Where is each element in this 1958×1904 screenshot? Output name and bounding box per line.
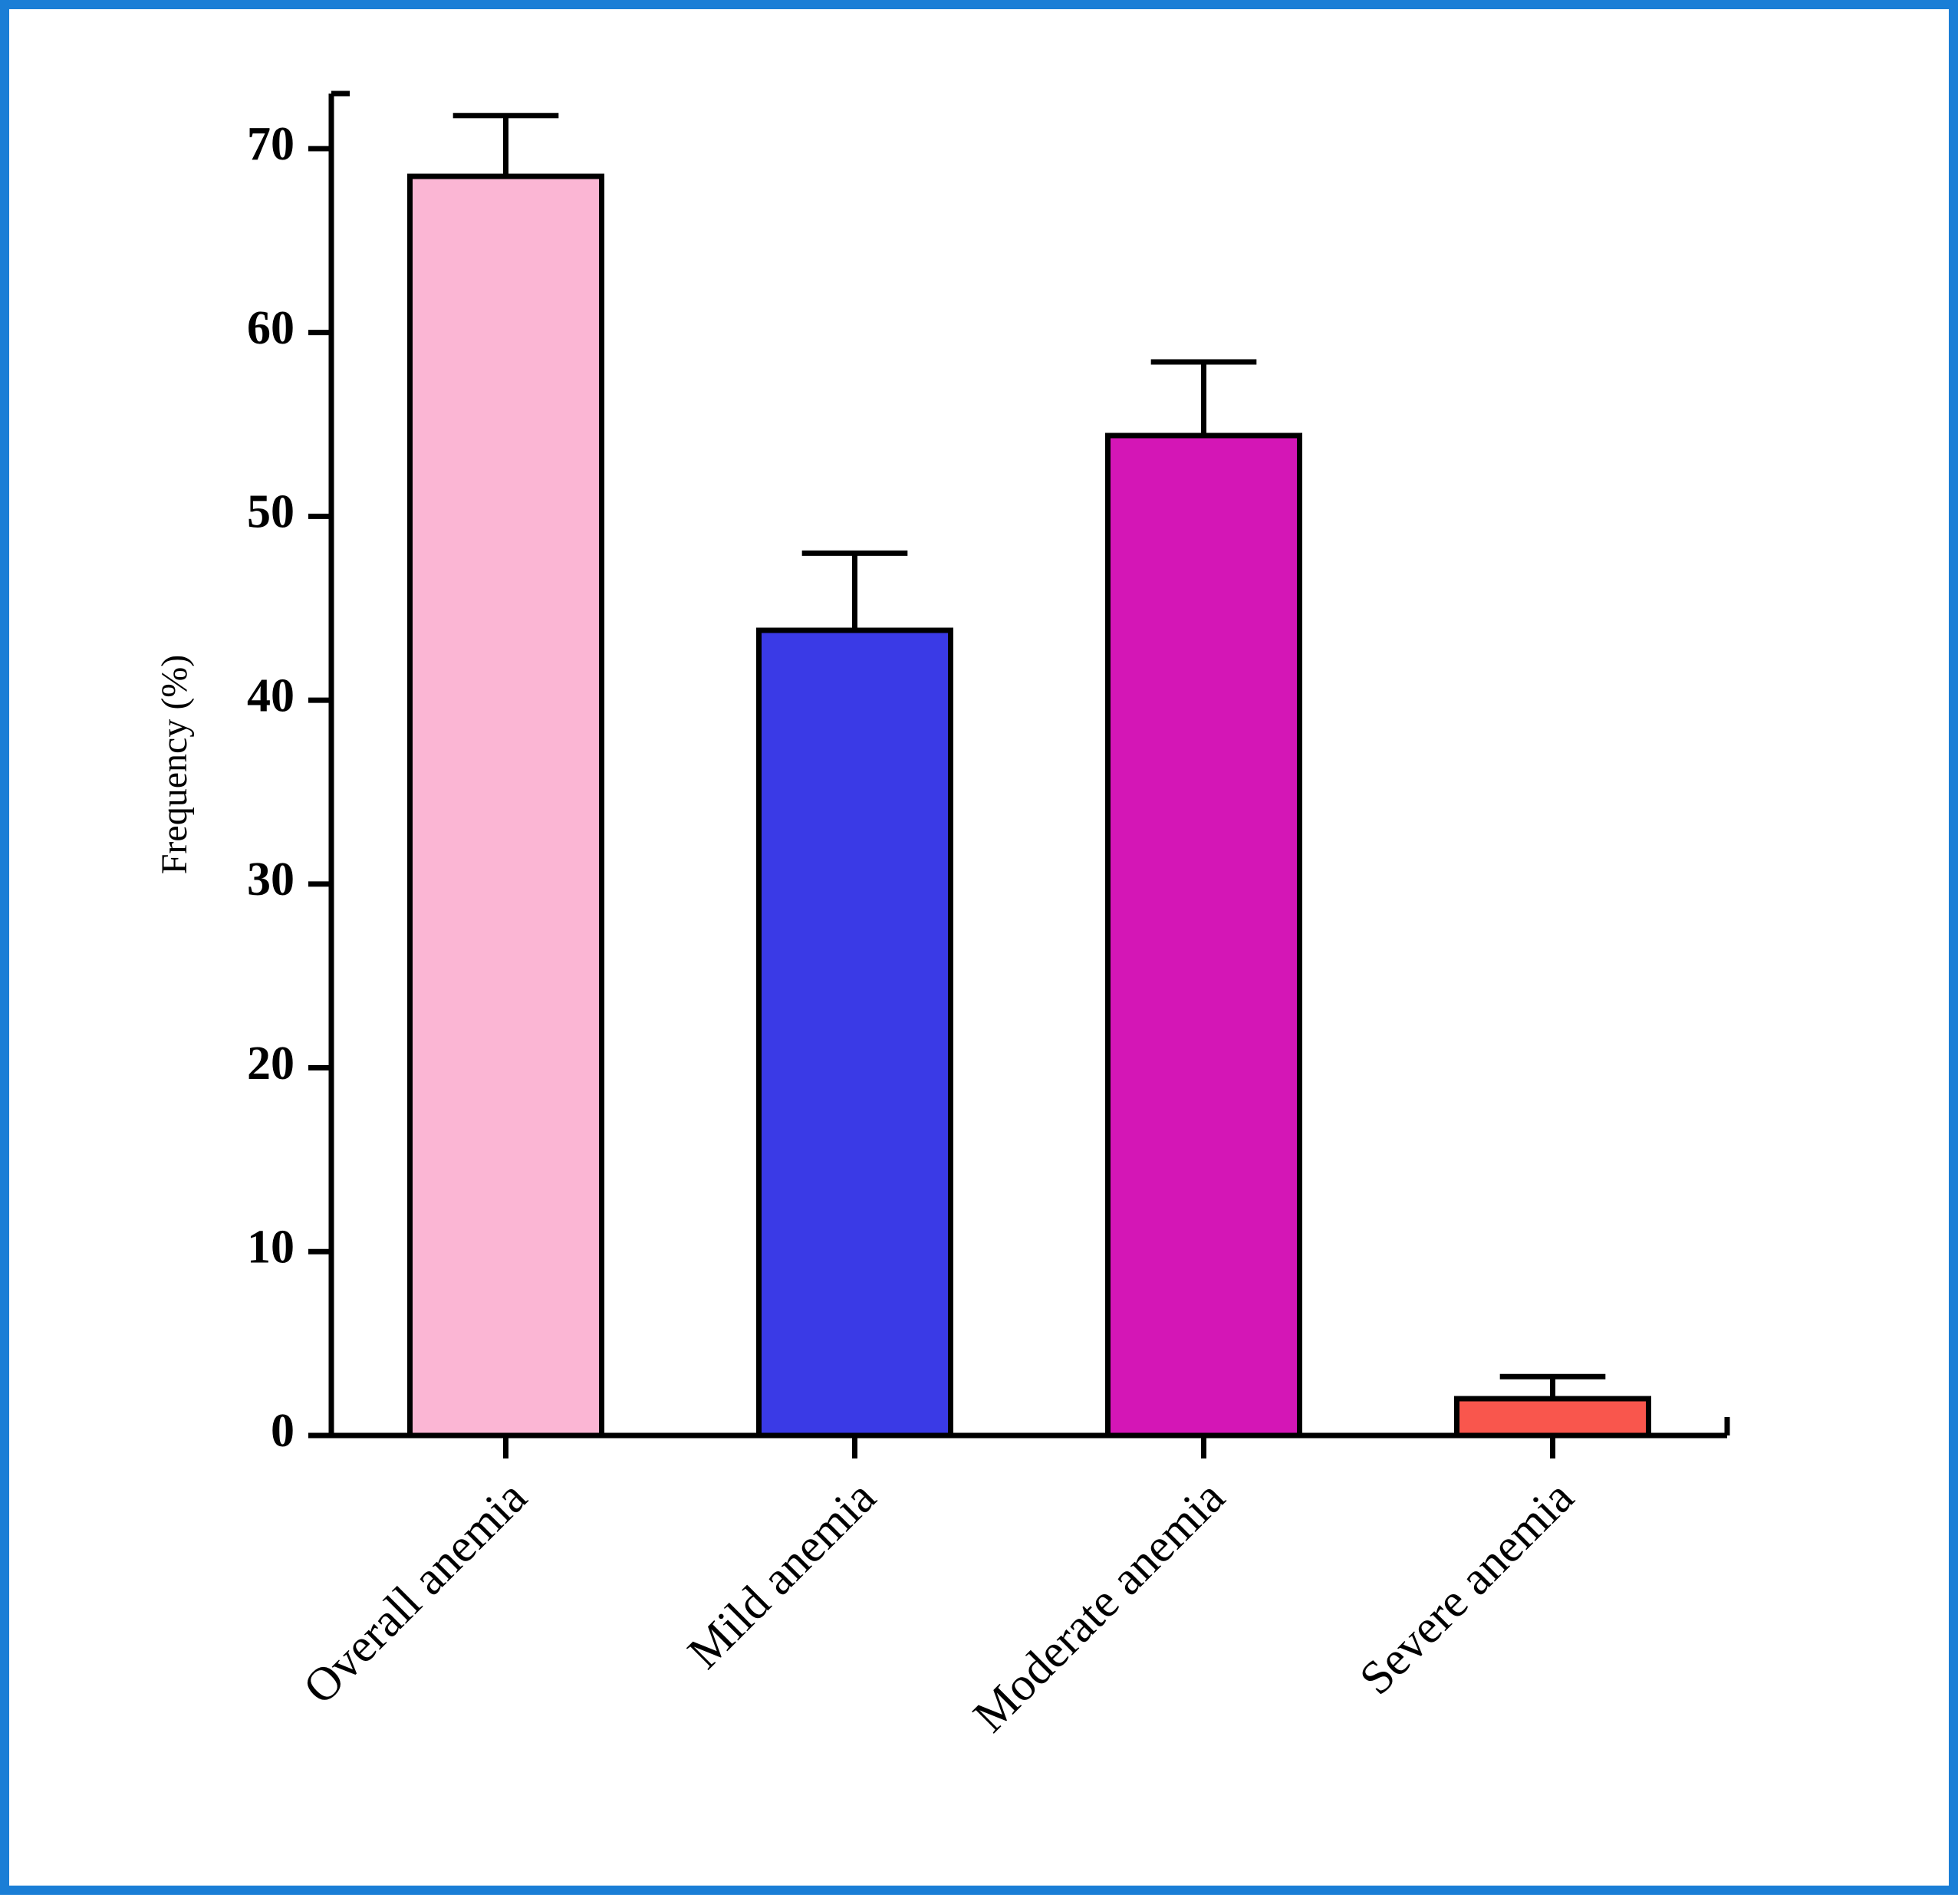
y-tick-label-1: 10: [247, 1222, 295, 1274]
y-tick-label-4: 40: [247, 669, 295, 722]
y-tick-label-7: 70: [247, 118, 295, 170]
y-tick-label-3: 30: [247, 853, 295, 906]
y-tick-label-5: 50: [247, 486, 295, 538]
x-category-label-2: Moderate anemia: [963, 1471, 1235, 1742]
bar-0: [410, 176, 601, 1435]
bar-1: [759, 630, 950, 1435]
y-axis-label: Frequency (%): [154, 655, 195, 875]
chart-outer-frame: 0 10 20 30 40 50 60 70 Frequency (%) Overall anem…: [0, 0, 1958, 1895]
y-tick-label-6: 60: [247, 302, 295, 354]
x-category-label-3: Severe anemia: [1350, 1471, 1584, 1705]
y-tick-label-0: 0: [271, 1405, 295, 1457]
x-category-label-1: Mild anemia: [678, 1471, 886, 1679]
bar-3: [1456, 1399, 1648, 1435]
x-category-label-0: Overall anemia: [294, 1471, 537, 1714]
bar-chart-svg: 0 10 20 30 40 50 60 70 Frequency (%) Overall anem…: [9, 9, 1958, 1904]
y-tick-label-2: 20: [247, 1037, 295, 1090]
bar-2: [1107, 436, 1299, 1435]
chart-area: 0 10 20 30 40 50 60 70 Frequency (%) Overall anem…: [9, 9, 1958, 1904]
